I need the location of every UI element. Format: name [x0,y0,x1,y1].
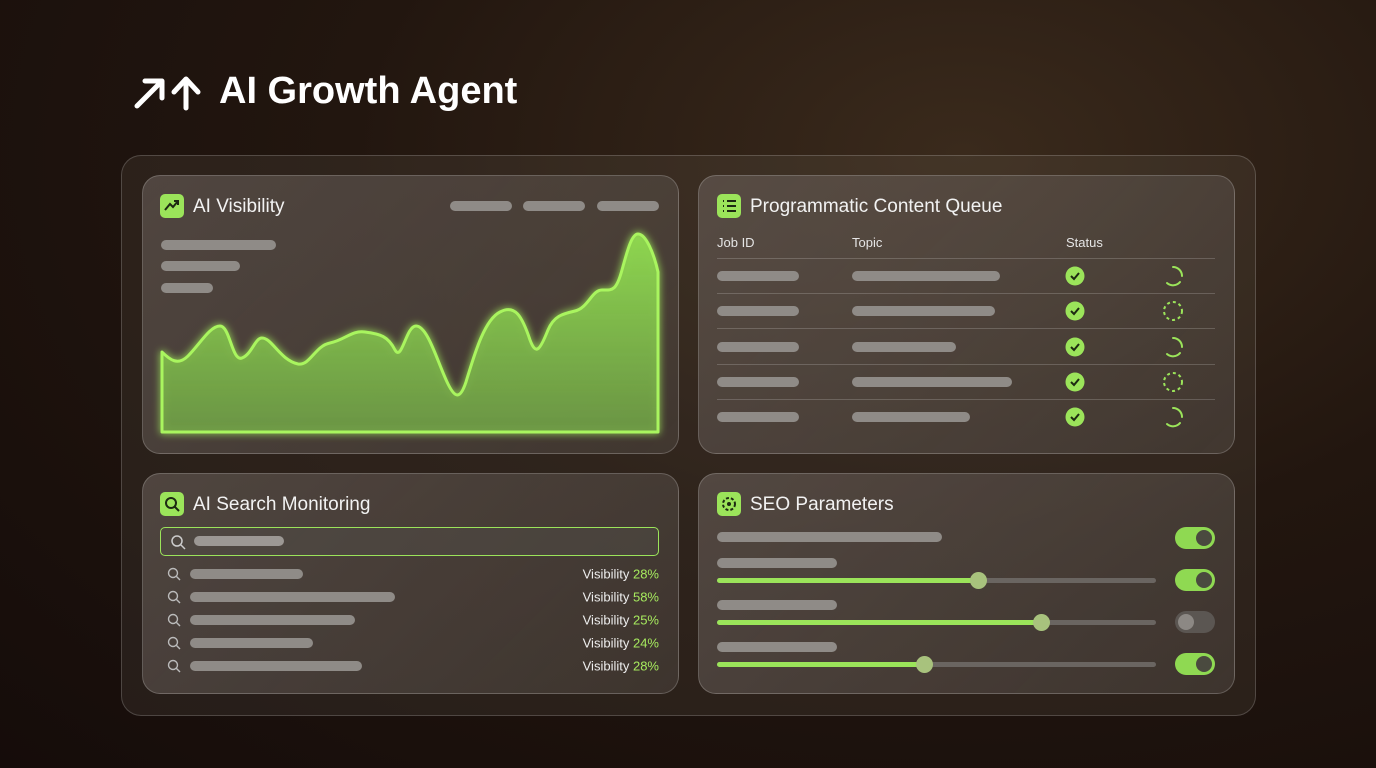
placeholder [852,271,1000,281]
search-icon [160,492,184,516]
placeholder [523,201,585,211]
toggle[interactable] [1175,653,1215,675]
status-check [1065,372,1085,392]
slider[interactable] [717,656,1156,673]
row-separator [717,399,1215,400]
status-spinner [1162,371,1184,393]
placeholder [190,569,303,579]
panel-title: Programmatic Content Queue [750,196,1003,217]
logo-arrows [134,76,201,111]
placeholder [717,600,837,610]
placeholder [190,615,355,625]
placeholder [597,201,659,211]
slider[interactable] [717,614,1156,631]
visibility-result: Visibility 28% [583,659,659,674]
column-header: Job ID [717,235,755,250]
column-header: Status [1066,235,1103,250]
placeholder [717,642,837,652]
panel-title: SEO Parameters [750,494,894,515]
search-icon [166,635,182,651]
page-title: AI Growth Agent [219,70,518,112]
column-header: Topic [852,235,883,250]
visibility-result: Visibility 24% [583,636,659,651]
toggle[interactable] [1175,569,1215,591]
slider[interactable] [717,572,1156,589]
status-check [1065,337,1085,357]
visibility-result: Visibility 28% [583,567,659,582]
toggle[interactable] [1175,611,1215,633]
visibility-result: Visibility 58% [583,590,659,605]
result-label: Visibility [582,635,630,651]
seo-panel [698,473,1235,694]
settings-icon [717,492,741,516]
visibility-result: Visibility 25% [583,613,659,628]
row-separator [717,293,1215,294]
list-icon [717,194,741,218]
placeholder [161,261,240,271]
result-label: Visibility [582,566,630,582]
status-spinner [1162,265,1184,287]
placeholder [161,240,276,250]
result-value: 24% [632,635,659,651]
placeholder [161,283,213,293]
search-icon [166,658,182,674]
toggle[interactable] [1175,527,1215,549]
placeholder [717,532,942,542]
result-label: Visibility [582,612,630,628]
result-label: Visibility [582,589,630,605]
trend-icon [160,194,184,218]
placeholder [852,306,995,316]
placeholder [717,558,837,568]
status-check [1065,407,1085,427]
placeholder [450,201,512,211]
result-value: 28% [632,658,659,674]
result-label: Visibility [582,658,630,674]
placeholder [852,377,1012,387]
row-separator [717,328,1215,329]
placeholder [852,412,970,422]
placeholder [717,412,799,422]
search-panel [142,473,679,694]
status-spinner [1162,336,1184,358]
status-check [1065,301,1085,321]
search-icon [166,566,182,582]
status-check [1065,266,1085,286]
panel-title: AI Search Monitoring [193,494,371,515]
placeholder [717,377,799,387]
result-value: 28% [632,566,659,582]
placeholder [717,306,799,316]
status-spinner [1162,300,1184,322]
row-separator [717,364,1215,365]
result-value: 25% [632,612,659,628]
placeholder [717,342,799,352]
search-icon [166,612,182,628]
placeholder [190,638,313,648]
placeholder [852,342,956,352]
panel-title: AI Visibility [193,196,285,217]
search-box[interactable] [160,527,659,556]
row-separator [717,258,1215,259]
placeholder [190,592,395,602]
placeholder [717,271,799,281]
placeholder [190,661,362,671]
status-spinner [1162,406,1184,428]
search-icon [166,589,182,605]
result-value: 58% [632,589,659,605]
